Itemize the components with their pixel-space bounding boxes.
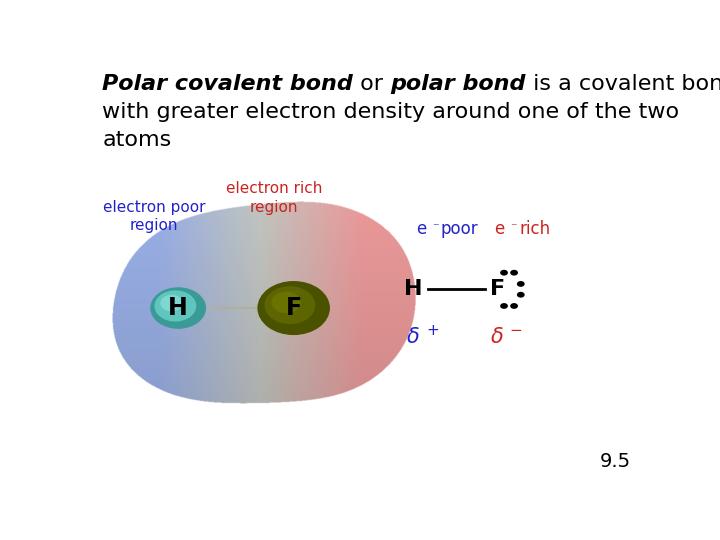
Text: electron rich
region: electron rich region	[226, 181, 323, 215]
Text: H: H	[168, 296, 188, 320]
Circle shape	[264, 286, 315, 324]
Circle shape	[517, 292, 525, 298]
Circle shape	[150, 287, 206, 329]
Text: H: H	[405, 279, 423, 299]
Text: Polar covalent bond: Polar covalent bond	[102, 74, 353, 94]
Text: δ: δ	[408, 327, 420, 347]
Text: ⁻: ⁻	[510, 221, 517, 234]
Circle shape	[271, 292, 300, 313]
Text: with greater electron density around one of the two: with greater electron density around one…	[102, 102, 680, 122]
Text: +: +	[426, 323, 438, 339]
Text: −: −	[510, 323, 523, 339]
Circle shape	[517, 281, 525, 287]
Circle shape	[155, 291, 197, 321]
Text: 9.5: 9.5	[600, 453, 631, 471]
Text: is a covalent bond: is a covalent bond	[526, 74, 720, 94]
Text: F: F	[286, 296, 302, 320]
Text: atoms: atoms	[102, 131, 171, 151]
Text: e: e	[416, 220, 427, 238]
Text: ⁻: ⁻	[432, 221, 438, 234]
Text: or: or	[353, 74, 390, 94]
Text: electron poor
region: electron poor region	[103, 200, 205, 233]
Circle shape	[500, 303, 508, 309]
Circle shape	[258, 281, 330, 335]
Circle shape	[510, 303, 518, 309]
Circle shape	[161, 295, 183, 312]
Circle shape	[500, 270, 508, 275]
Text: poor: poor	[441, 220, 479, 238]
Text: polar bond: polar bond	[390, 74, 526, 94]
Circle shape	[510, 270, 518, 275]
Text: F: F	[490, 279, 505, 299]
Text: rich: rich	[519, 220, 550, 238]
Text: e: e	[495, 220, 505, 238]
Text: δ: δ	[491, 327, 504, 347]
